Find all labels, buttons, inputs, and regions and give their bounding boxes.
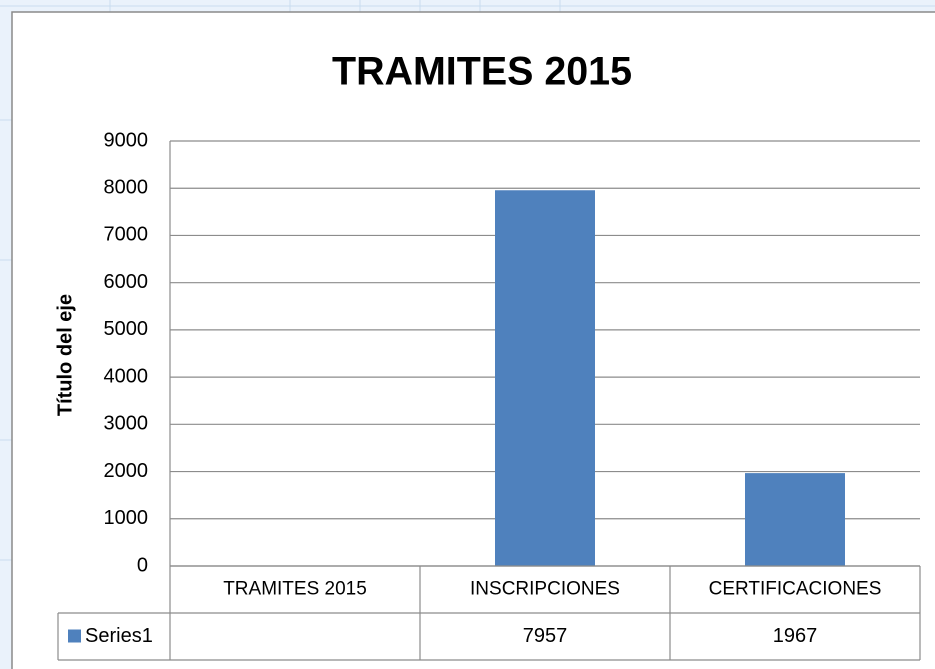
- x-tick-label: INSCRIPCIONES: [470, 579, 620, 600]
- y-tick-label: 4000: [104, 365, 149, 387]
- x-tick-label: TRAMITES 2015: [223, 579, 367, 600]
- y-tick-label: 3000: [104, 413, 149, 435]
- y-tick-label: 7000: [104, 224, 149, 246]
- y-tick-label: 9000: [104, 129, 149, 151]
- data-table-value: 1967: [773, 625, 818, 647]
- y-tick-label: 6000: [104, 271, 149, 293]
- x-tick-label: CERTIFICACIONES: [709, 579, 882, 600]
- y-axis-title: Título del eje: [54, 294, 76, 416]
- data-table-value: 7957: [523, 625, 568, 647]
- legend-key: [68, 629, 81, 643]
- y-tick-label: 5000: [104, 318, 149, 340]
- bar: [495, 190, 595, 566]
- y-tick-label: 8000: [104, 177, 149, 199]
- bar: [745, 473, 845, 566]
- chart-area: [11, 11, 935, 669]
- y-tick-label: 2000: [104, 460, 149, 482]
- y-tick-label: 0: [137, 554, 148, 576]
- spreadsheet-grid: [0, 0, 935, 561]
- chart-title: TRAMITES 2015: [332, 50, 632, 94]
- legend-label: Series1: [85, 625, 153, 647]
- y-tick-label: 1000: [104, 507, 149, 529]
